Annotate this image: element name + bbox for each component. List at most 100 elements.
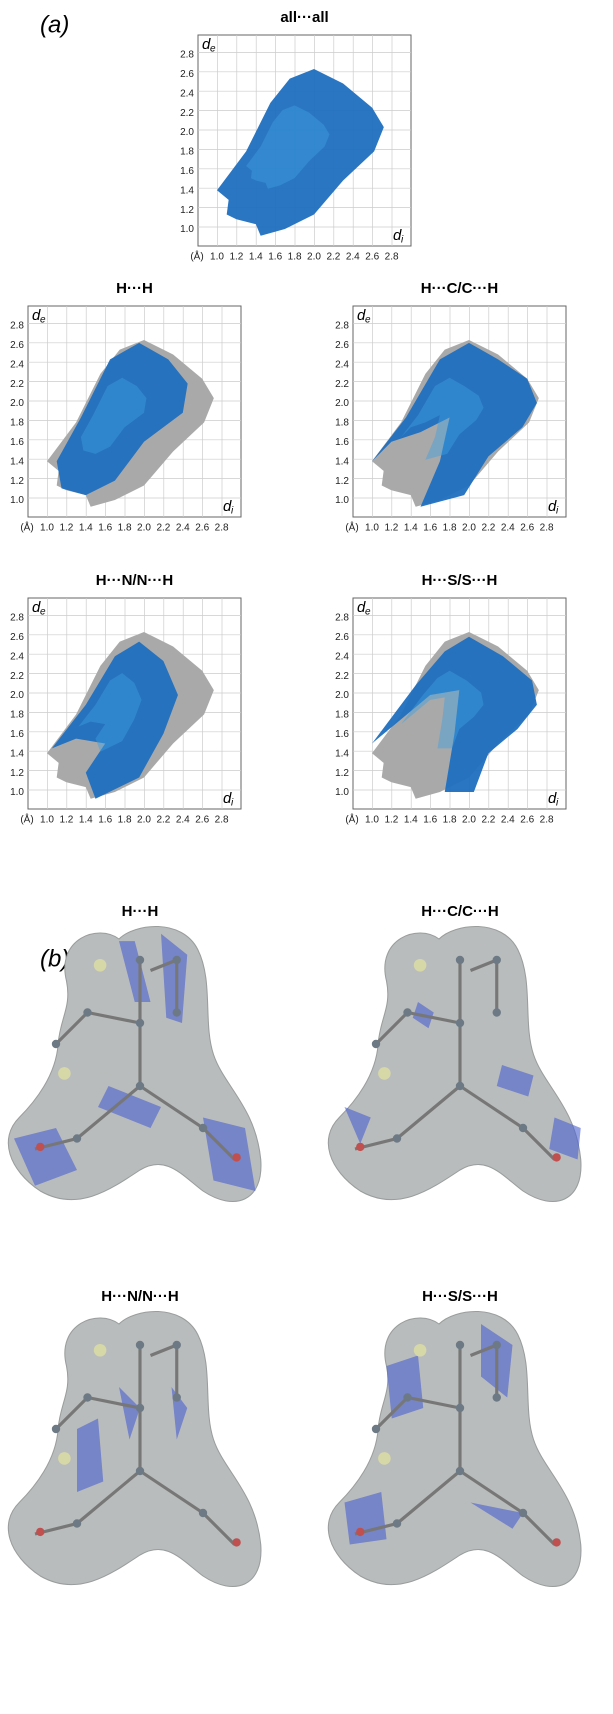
x-tick-label: 1.8	[118, 523, 132, 534]
y-tick-label: 2.8	[335, 613, 349, 624]
surface-title: H···N/N···H	[101, 1288, 178, 1305]
x-tick-label: 1.4	[249, 252, 263, 263]
atom	[173, 956, 181, 964]
y-axis-sub: e	[210, 44, 216, 55]
x-tick-label: 1.2	[59, 815, 73, 826]
x-tick-label: 1.6	[423, 815, 437, 826]
plot-title: H···H	[116, 280, 153, 297]
x-tick-label: 2.4	[501, 523, 515, 534]
x-tick-label: 2.8	[540, 523, 554, 534]
x-tick-label: 2.4	[176, 815, 190, 826]
x-tick-label: 1.4	[79, 523, 93, 534]
x-tick-label: 1.0	[40, 815, 54, 826]
page: (a) (b) all···all2.82.62.42.22.01.81.61.…	[0, 0, 613, 1714]
y-tick-label: 1.0	[10, 495, 24, 506]
x-tick-label: 2.6	[520, 815, 534, 826]
oxygen-atom	[232, 1153, 240, 1161]
surface-body	[328, 926, 581, 1201]
sulfur-atom	[378, 1452, 391, 1465]
y-tick-label: 2.0	[335, 398, 349, 409]
y-tick-label: 1.6	[335, 729, 349, 740]
atom	[456, 1404, 464, 1412]
x-tick-label: 2.2	[481, 523, 495, 534]
y-tick-label: 2.4	[10, 651, 24, 662]
x-tick-label: 1.6	[423, 523, 437, 534]
atom	[403, 1393, 411, 1401]
y-tick-label: 1.2	[335, 476, 349, 487]
y-tick-label: 1.8	[10, 418, 24, 429]
x-tick-label: 2.2	[156, 523, 170, 534]
atom	[136, 1341, 144, 1349]
x-tick-label: 1.0	[40, 523, 54, 534]
atom	[372, 1040, 380, 1048]
y-tick-label: 2.6	[180, 69, 194, 80]
sulfur-atom	[414, 959, 427, 972]
x-tick-label: 2.6	[365, 252, 379, 263]
oxygen-atom	[232, 1538, 240, 1546]
atom	[493, 1008, 501, 1016]
x-tick-label: 2.4	[346, 252, 360, 263]
x-tick-label: 1.8	[443, 523, 457, 534]
y-tick-label: 2.4	[335, 359, 349, 370]
y-tick-label: 1.2	[10, 476, 24, 487]
x-tick-label: 1.2	[384, 815, 398, 826]
atom	[136, 1019, 144, 1027]
y-tick-label: 1.0	[335, 495, 349, 506]
x-tick-label: 1.4	[79, 815, 93, 826]
atom	[73, 1134, 81, 1142]
atom	[83, 1008, 91, 1016]
unit-label: (Å)	[190, 250, 203, 263]
y-tick-label: 1.8	[335, 710, 349, 721]
atom	[456, 1082, 464, 1090]
atom	[493, 956, 501, 964]
x-tick-label: 1.4	[404, 815, 418, 826]
fingerprint-plot: H···H2.82.62.42.22.01.81.61.41.21.01.01.…	[10, 280, 241, 534]
x-tick-label: 2.8	[215, 815, 229, 826]
plot-title: H···S/S···H	[422, 572, 498, 589]
x-tick-label: 2.2	[326, 252, 340, 263]
y-axis-sub: e	[40, 315, 46, 326]
y-tick-label: 2.8	[10, 613, 24, 624]
oxygen-atom	[36, 1143, 44, 1151]
x-tick-label: 2.4	[501, 815, 515, 826]
y-tick-label: 1.8	[335, 418, 349, 429]
atom	[456, 1341, 464, 1349]
x-tick-label: 2.6	[520, 523, 534, 534]
hirshfeld-surface	[328, 1311, 581, 1586]
y-tick-label: 1.0	[10, 787, 24, 798]
y-tick-label: 1.4	[180, 185, 194, 196]
unit-label: (Å)	[345, 813, 358, 826]
x-tick-label: 1.0	[365, 523, 379, 534]
x-tick-label: 1.6	[98, 523, 112, 534]
fingerprint-plot: H···N/N···H2.82.62.42.22.01.81.61.41.21.…	[10, 572, 241, 826]
fingerprint-plot: all···all2.82.62.42.22.01.81.61.41.21.01…	[180, 9, 411, 263]
y-tick-label: 1.4	[335, 748, 349, 759]
x-tick-label: 1.8	[443, 815, 457, 826]
y-tick-label: 1.8	[180, 147, 194, 158]
x-tick-label: 1.0	[365, 815, 379, 826]
atom	[519, 1124, 527, 1132]
x-tick-label: 1.2	[59, 523, 73, 534]
atom	[136, 1082, 144, 1090]
y-tick-label: 1.6	[10, 437, 24, 448]
x-tick-label: 2.6	[195, 815, 209, 826]
y-tick-label: 2.6	[10, 340, 24, 351]
y-tick-label: 2.0	[10, 398, 24, 409]
oxygen-atom	[356, 1143, 364, 1151]
atom	[173, 1008, 181, 1016]
surface-title: H···H	[122, 903, 159, 920]
panel-label: (a)	[40, 11, 69, 38]
oxygen-atom	[356, 1528, 364, 1536]
x-tick-label: 2.8	[385, 252, 399, 263]
sulfur-atom	[414, 1344, 427, 1357]
x-tick-label: 2.4	[176, 523, 190, 534]
surface-title: H···S/S···H	[422, 1288, 498, 1305]
atom	[403, 1008, 411, 1016]
x-tick-label: 2.0	[462, 523, 476, 534]
hirshfeld-surface	[8, 1311, 261, 1586]
x-tick-label: 1.2	[384, 523, 398, 534]
fingerprint-plot: H···S/S···H2.82.62.42.22.01.81.61.41.21.…	[335, 572, 566, 826]
y-tick-label: 2.0	[180, 127, 194, 138]
atom	[199, 1509, 207, 1517]
surface-body	[328, 1311, 581, 1586]
